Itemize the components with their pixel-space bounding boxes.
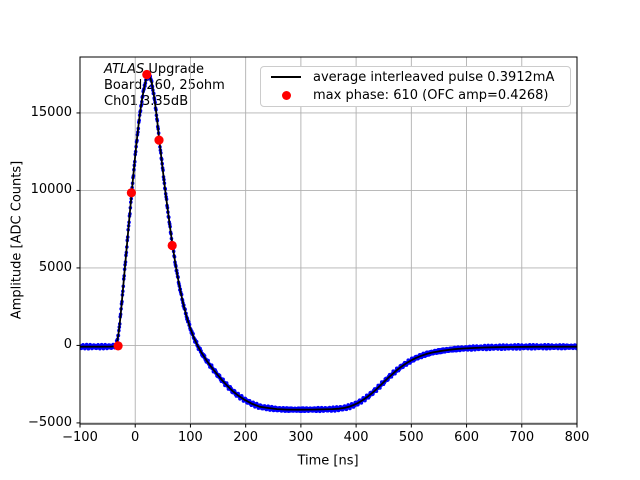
annotation-line2: Board 260, 25ohm [104,78,225,93]
x-tick-label: 200 [233,430,259,445]
y-tick-label: −5000 [28,414,72,430]
legend-label-average-pulse: average interleaved pulse 0.3912mA [313,69,555,85]
max-phase-dot [142,69,152,80]
red-dot-icon [281,91,291,101]
average-pulse-line [80,73,577,411]
y-tick-label: 0 [63,337,72,353]
tick-marks [76,112,578,428]
x-tick-label: 0 [131,430,140,445]
legend: average interleaved pulse 0.3912mA max p… [260,66,571,107]
x-tick-label: 800 [564,430,590,445]
x-tick-label: 400 [343,430,369,445]
legend-entry-average-pulse: average interleaved pulse 0.3912mA [267,68,564,87]
x-tick-label: 500 [398,430,424,445]
grid [79,57,578,424]
plot-border [79,56,578,425]
experiment-name: ATLAS [104,62,145,77]
max-phase-dot [113,341,123,351]
annotation-line3: Ch01 3.35dB [104,94,189,109]
legend-entry-max-phase: max phase: 610 (OFC amp=0.4268) [267,87,564,106]
black-line-icon [271,76,301,79]
legend-dot-swatch [267,91,305,101]
x-tick-label: −100 [62,430,98,445]
max-phase-dot [167,240,177,251]
x-axis-label: Time [ns] [297,453,359,469]
legend-label-max-phase: max phase: 610 (OFC amp=0.4268) [313,88,549,104]
x-tick-label: 100 [177,430,203,445]
y-tick-label: 10000 [30,182,72,198]
max-phase-series [113,69,177,351]
x-tick-label: 700 [509,430,535,445]
x-tick-label: 300 [288,430,314,445]
y-tick-label: 15000 [30,104,72,120]
max-phase-dot [154,135,164,145]
legend-line-swatch [267,76,305,79]
x-tick-label: 600 [454,430,479,445]
max-phase-dot [126,188,136,198]
interleaved-samples-series [80,71,577,414]
y-tick-label: 5000 [38,259,72,275]
